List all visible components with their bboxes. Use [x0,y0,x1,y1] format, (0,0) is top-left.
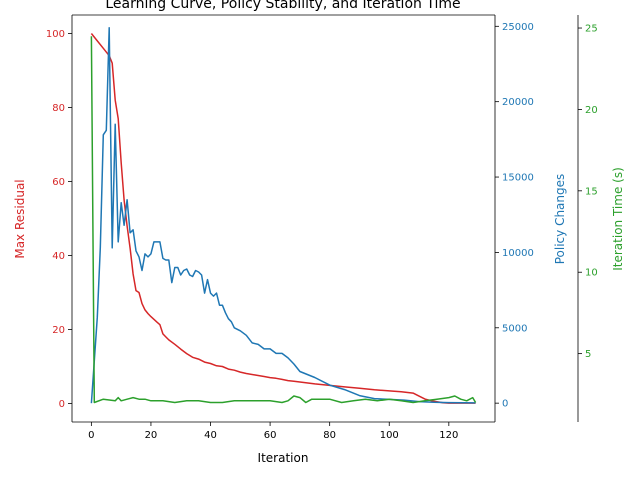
time-tick-label: 20 [585,105,598,116]
x-tick-label: 20 [145,430,158,441]
time-tick-label: 15 [585,186,598,197]
residual-tick-label: 100 [46,29,65,40]
x-tick-label: 100 [380,430,399,441]
chart-title: Learning Curve, Policy Stability, and It… [105,0,460,12]
residual-tick-label: 40 [52,251,65,262]
residual-tick-label: 60 [52,177,65,188]
policy-tick-label: 20000 [502,97,534,108]
residual-tick-label: 0 [59,399,65,410]
policy-tick-label: 15000 [502,173,534,184]
outer-right-axis-label: Iteration Time (s) [611,167,625,271]
policy-tick-label: 10000 [502,248,534,259]
x-tick-label: 60 [264,430,277,441]
x-axis-label: Iteration [258,451,309,465]
plot-area: 0 20 40 60 80 100 120 0 20 40 60 80 100 0 5000 10000 150… [46,14,598,441]
x-tick-label: 0 [88,430,94,441]
x-tick-label: 120 [439,430,458,441]
series-line-residual [90,33,476,404]
series-line-time [90,36,477,404]
policy-tick-label: 0 [502,399,508,410]
residual-tick-label: 20 [52,325,65,336]
time-tick-label: 10 [585,268,598,279]
series-line-policy [90,27,476,404]
residual-tick-label: 80 [52,103,65,114]
policy-tick-label: 25000 [502,22,534,33]
left-axis-label: Max Residual [13,179,27,258]
policy-tick-label: 5000 [502,323,527,334]
right-axis-label: Policy Changes [553,174,567,265]
time-tick-label: 25 [585,24,598,35]
x-tick-label: 80 [323,430,336,441]
x-tick-label: 40 [204,430,217,441]
time-tick-label: 5 [585,349,591,360]
